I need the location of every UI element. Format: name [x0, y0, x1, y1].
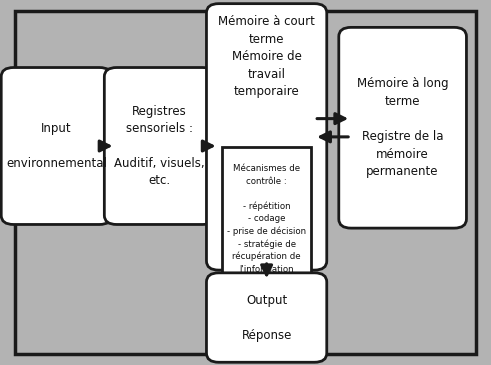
Text: Mécanismes de
contrôle :

- répétition
- codage
- prise de décision
- stratégie : Mécanismes de contrôle : - répétition - … — [227, 165, 306, 273]
FancyBboxPatch shape — [1, 68, 111, 224]
Text: Mémoire à court
terme
Mémoire de
travail
temporaire: Mémoire à court terme Mémoire de travail… — [218, 15, 315, 98]
Text: Input

environnemental: Input environnemental — [6, 122, 107, 170]
FancyBboxPatch shape — [206, 273, 327, 362]
FancyBboxPatch shape — [206, 4, 327, 270]
FancyBboxPatch shape — [104, 68, 215, 224]
FancyBboxPatch shape — [222, 147, 311, 291]
FancyBboxPatch shape — [15, 11, 476, 354]
Text: Mémoire à long
terme

Registre de la
mémoire
permanente: Mémoire à long terme Registre de la mémo… — [357, 77, 448, 178]
Text: Output

Réponse: Output Réponse — [242, 293, 292, 342]
FancyBboxPatch shape — [339, 27, 466, 228]
Text: Registres
sensoriels :

Auditif, visuels,
etc.: Registres sensoriels : Auditif, visuels,… — [114, 104, 205, 188]
